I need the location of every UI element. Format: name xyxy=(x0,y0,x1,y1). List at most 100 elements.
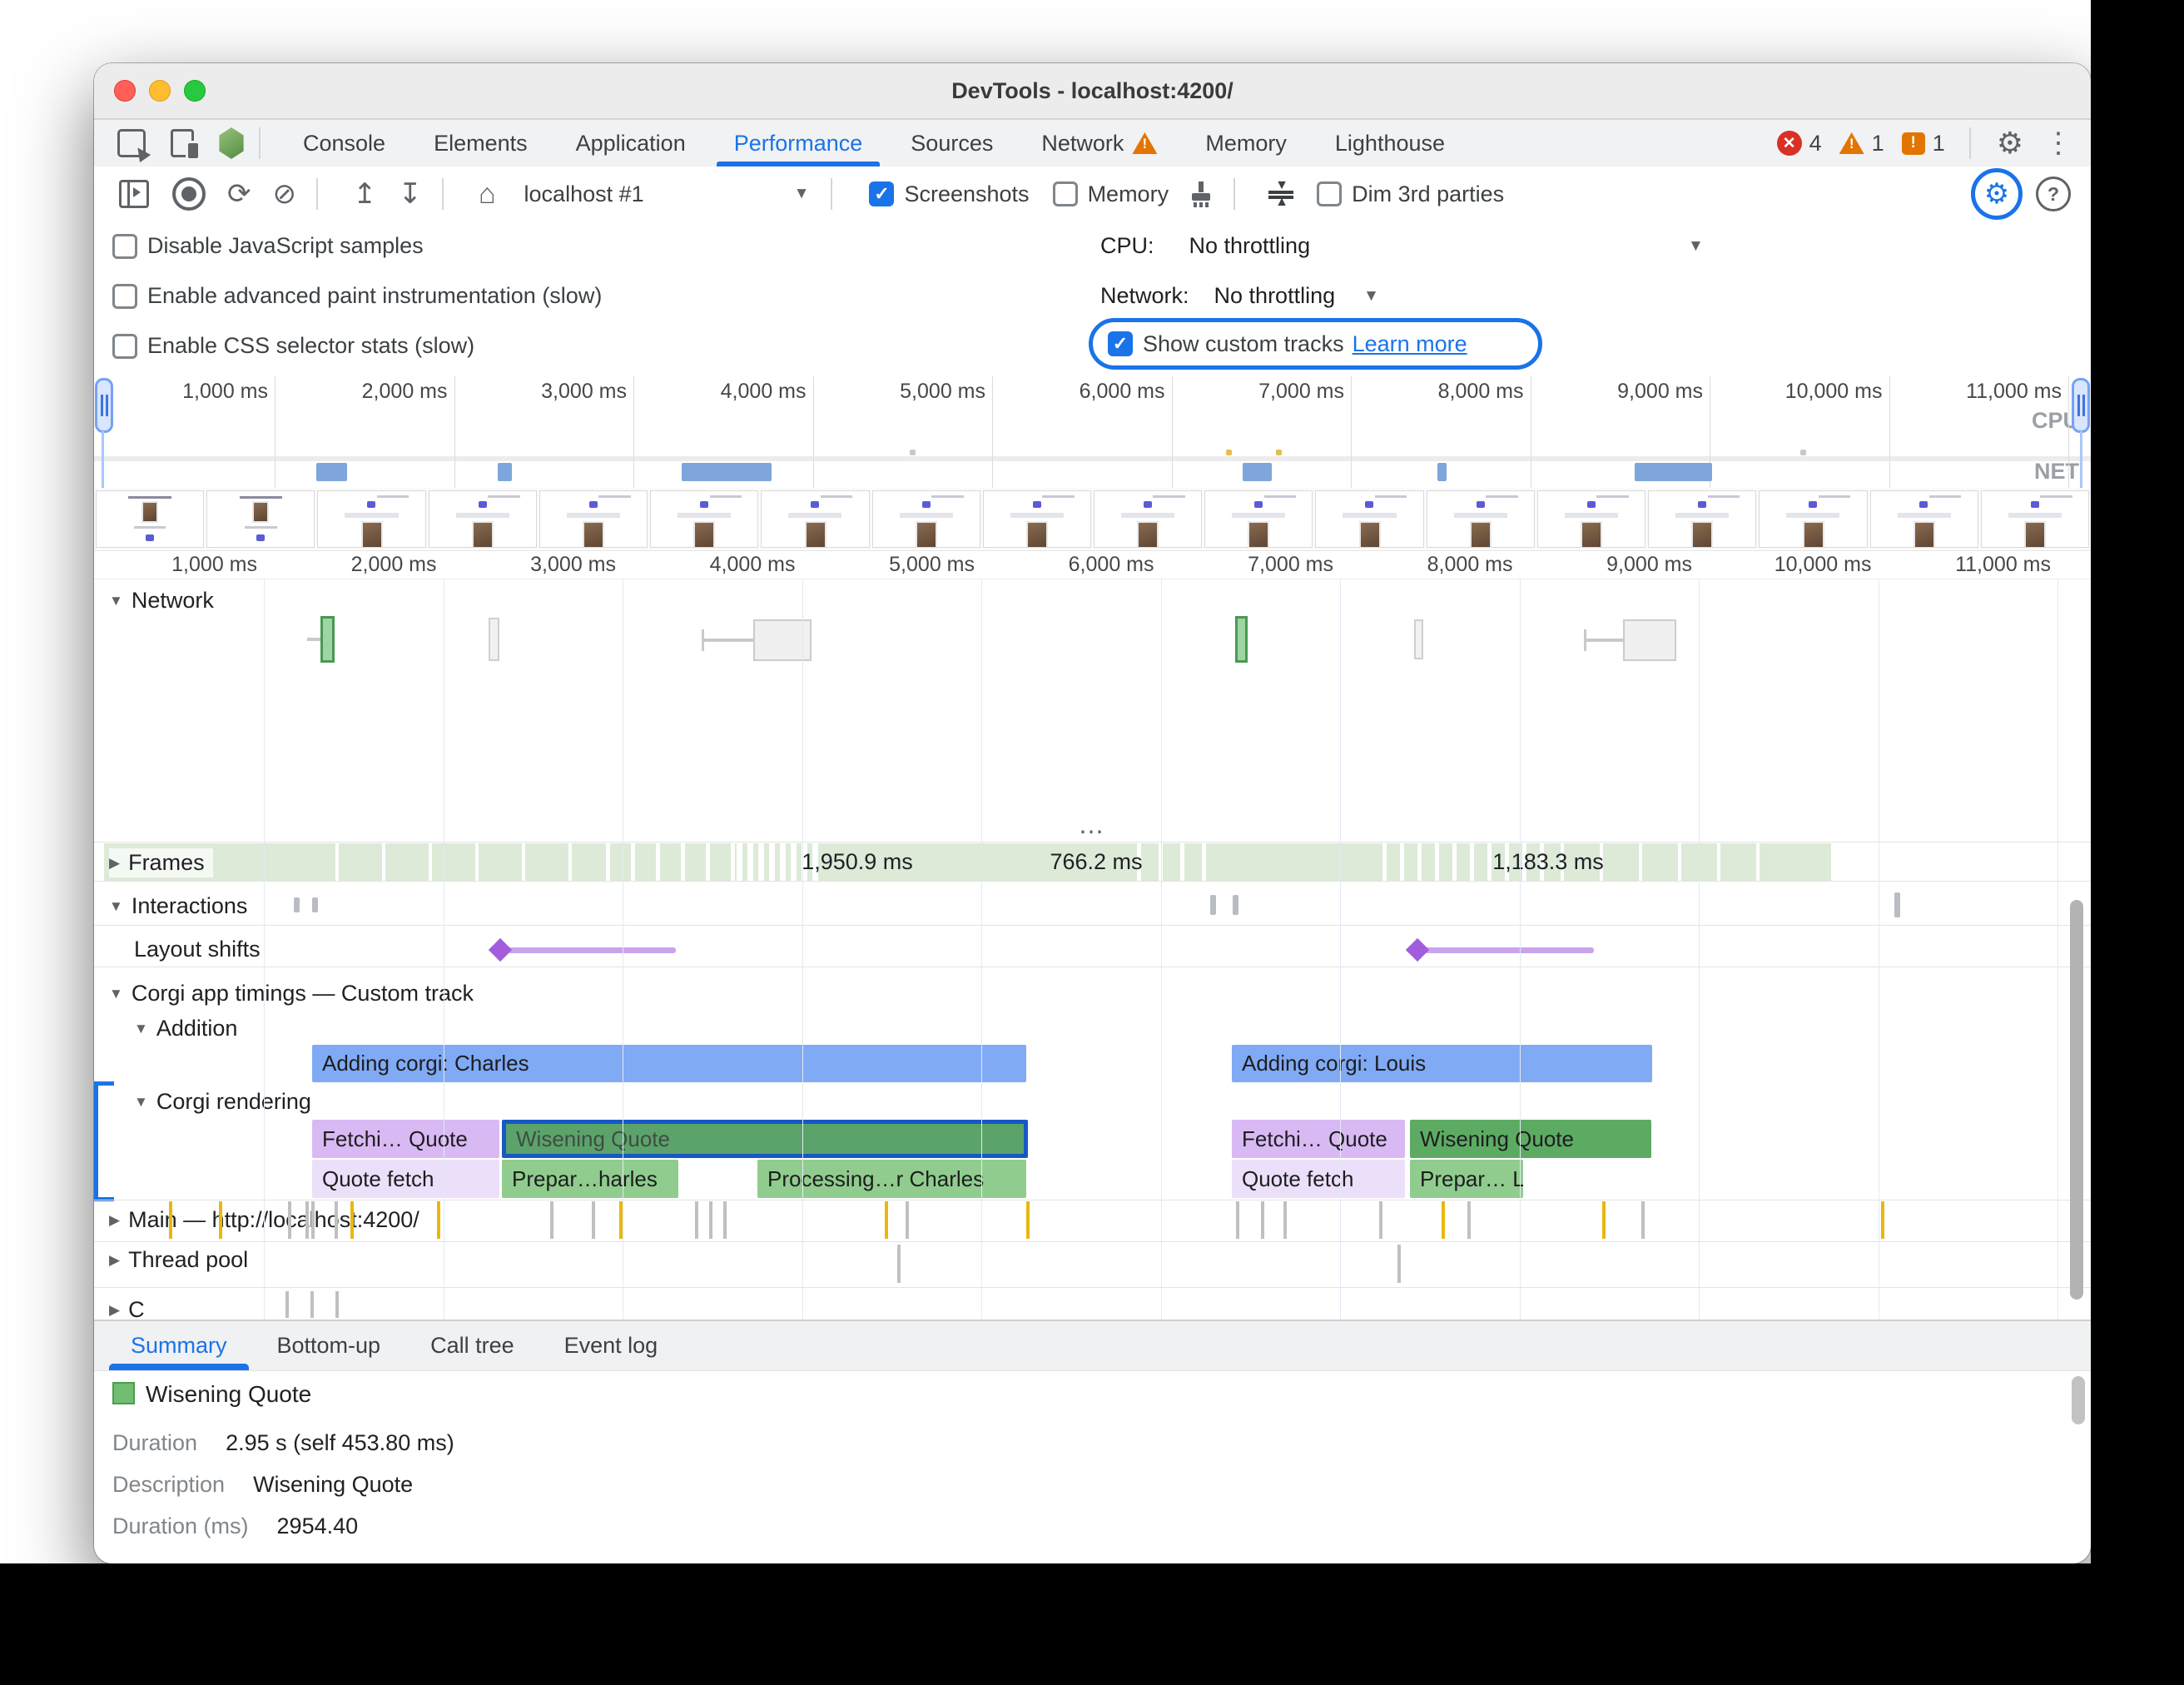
summary-scrollbar[interactable] xyxy=(2072,1376,2085,1424)
help-icon[interactable]: ? xyxy=(2036,176,2071,211)
checkbox-unchecked-icon[interactable] xyxy=(1317,181,1343,206)
warning-count-icon[interactable] xyxy=(1839,132,1864,154)
layout-shift-cluster[interactable] xyxy=(499,947,676,953)
interaction-marker[interactable] xyxy=(1894,892,1900,917)
settings-gear-icon[interactable]: ⚙ xyxy=(1996,126,2023,160)
learn-more-link[interactable]: Learn more xyxy=(1352,331,1467,356)
toggle-sidebar-icon[interactable] xyxy=(119,180,149,208)
layout-shift-diamond[interactable] xyxy=(1405,937,1430,962)
network-request[interactable] xyxy=(1235,616,1248,663)
timeline-overview[interactable]: CPU NET 1,000 ms 2,000 ms 3,000 ms 4,000 ms… xyxy=(94,376,2091,489)
tab-sources[interactable]: Sources xyxy=(886,120,1017,167)
flame-chart-scrollbar[interactable] xyxy=(2070,900,2083,1300)
filmstrip-thumbnail[interactable] xyxy=(317,490,426,548)
filmstrip-thumbnail[interactable] xyxy=(1869,490,1978,548)
timing-bar-adding-louis[interactable]: Adding corgi: Louis xyxy=(1232,1045,1652,1082)
memory-checkbox[interactable]: Memory xyxy=(1052,181,1169,207)
network-request[interactable] xyxy=(320,616,335,663)
network-throttling-select[interactable]: Network: No throttling ▼ xyxy=(1100,283,1600,309)
tab-elements[interactable]: Elements xyxy=(410,120,552,167)
timing-bar-wisening-quote[interactable]: Wisening Quote xyxy=(1410,1120,1651,1158)
dim-third-parties-checkbox[interactable]: Dim 3rd parties xyxy=(1317,181,1504,207)
interaction-marker[interactable] xyxy=(312,897,318,912)
timing-bar-preparing-charles[interactable]: Prepar…harles xyxy=(502,1160,678,1198)
flame-chart[interactable]: ▼ Network ⋯ ▶ Frames 1,950.9 xyxy=(94,579,2091,1320)
timing-bar-processing-charles[interactable]: Processing…r Charles xyxy=(757,1160,1026,1198)
filmstrip-thumbnail[interactable] xyxy=(1204,490,1313,548)
clear-recording-icon[interactable]: ⊘ xyxy=(272,178,297,210)
capture-settings-gear-button[interactable]: ⚙ xyxy=(1971,168,2023,220)
home-icon[interactable]: ⌂ xyxy=(479,178,496,210)
checkbox-unchecked-icon[interactable] xyxy=(112,333,137,359)
checkbox-unchecked-icon[interactable] xyxy=(112,283,137,309)
network-request[interactable] xyxy=(1414,619,1423,659)
pane-resize-handle[interactable]: ⋯ xyxy=(1079,818,1106,846)
download-profile-icon[interactable]: ↧ xyxy=(398,178,423,210)
thread-pool-track-header[interactable]: ▶ Thread pool xyxy=(109,1247,248,1273)
timing-bar-quote-fetch[interactable]: Quote fetch xyxy=(1232,1160,1405,1198)
tab-console[interactable]: Console xyxy=(279,120,410,167)
rendering-group-header[interactable]: ▼ Corgi rendering xyxy=(134,1089,311,1115)
custom-tracks-checkbox[interactable]: ✓ xyxy=(1108,331,1133,356)
details-tab-call-tree[interactable]: Call tree xyxy=(430,1333,514,1358)
capture-checkbox-0[interactable]: Disable JavaScript samples xyxy=(112,233,424,259)
issues-count-icon[interactable]: ! xyxy=(1901,132,1925,155)
timing-bar-preparing-louis[interactable]: Prepar… Louis xyxy=(1410,1160,1523,1198)
checkbox-checked-icon[interactable]: ✓ xyxy=(869,181,895,206)
filmstrip-thumbnail[interactable] xyxy=(1426,490,1535,548)
filmstrip-thumbnail[interactable] xyxy=(1648,490,1757,548)
filmstrip-thumbnail[interactable] xyxy=(1980,490,2089,548)
network-track-header[interactable]: ▼ Network xyxy=(109,588,214,614)
capture-checkbox-2[interactable]: Enable CSS selector stats (slow) xyxy=(112,333,474,359)
checkbox-unchecked-icon[interactable] xyxy=(112,233,137,259)
issues-count[interactable]: 1 xyxy=(1932,130,1945,156)
filmstrip-thumbnail[interactable] xyxy=(1759,490,1868,548)
network-request[interactable] xyxy=(753,619,812,661)
checkbox-unchecked-icon[interactable] xyxy=(1052,181,1078,206)
extension-hexagon-icon[interactable] xyxy=(219,127,244,159)
tab-network[interactable]: Network xyxy=(1017,120,1181,167)
device-toolbar-icon[interactable] xyxy=(171,129,198,158)
filmstrip-thumbnail[interactable] xyxy=(539,490,648,548)
network-request[interactable] xyxy=(489,618,499,661)
layout-shift-diamond[interactable] xyxy=(488,937,513,962)
screenshots-checkbox[interactable]: ✓ Screenshots xyxy=(869,181,1030,207)
reload-and-record-icon[interactable]: ⟳ xyxy=(227,178,251,210)
tab-lighthouse[interactable]: Lighthouse xyxy=(1311,120,1469,167)
clipped-track-header[interactable]: ▶ C xyxy=(109,1297,145,1320)
error-count-icon[interactable]: ✕ xyxy=(1776,131,1802,156)
network-request[interactable] xyxy=(1623,619,1676,661)
details-tab-summary[interactable]: Summary xyxy=(106,1321,252,1370)
garbage-collect-icon[interactable] xyxy=(1190,181,1212,207)
filmstrip-thumbnail[interactable] xyxy=(206,490,315,548)
overview-left-handle[interactable] xyxy=(95,378,113,433)
tab-memory[interactable]: Memory xyxy=(1181,120,1311,167)
upload-profile-icon[interactable]: ↥ xyxy=(353,178,377,210)
filmstrip-thumbnail[interactable] xyxy=(871,490,980,548)
more-options-icon[interactable]: ⋮ xyxy=(2044,127,2072,159)
tab-performance[interactable]: Performance xyxy=(710,120,887,167)
frames-track-header[interactable]: ▶ Frames xyxy=(109,848,213,877)
interactions-track-header[interactable]: ▼ Interactions xyxy=(109,893,247,919)
layout-shift-cluster[interactable] xyxy=(1417,947,1594,953)
zoom-window-button[interactable] xyxy=(184,80,206,102)
filmstrip-thumbnail[interactable] xyxy=(1315,490,1424,548)
cpu-throttling-select[interactable]: CPU: No throttling ▼ xyxy=(1100,233,1849,259)
capture-checkbox-1[interactable]: Enable advanced paint instrumentation (s… xyxy=(112,283,602,309)
interaction-marker[interactable] xyxy=(294,897,300,912)
tab-application[interactable]: Application xyxy=(552,120,710,167)
details-tab-bottom-up[interactable]: Bottom-up xyxy=(276,1333,381,1358)
custom-track-header[interactable]: ▼ Corgi app timings — Custom track xyxy=(109,981,474,1007)
details-tab-event-log[interactable]: Event log xyxy=(563,1333,658,1358)
close-window-button[interactable] xyxy=(114,80,136,102)
filmstrip-thumbnail[interactable] xyxy=(1536,490,1646,548)
filmstrip-thumbnail[interactable] xyxy=(650,490,759,548)
timing-bar-adding-charles[interactable]: Adding corgi: Charles xyxy=(312,1045,1026,1082)
filmstrip-thumbnail[interactable] xyxy=(761,490,870,548)
error-count[interactable]: 4 xyxy=(1809,130,1822,156)
filmstrip-thumbnail[interactable] xyxy=(982,490,1091,548)
frames-band[interactable] xyxy=(104,843,1831,881)
inspect-element-icon[interactable] xyxy=(117,129,146,157)
minimize-window-button[interactable] xyxy=(149,80,171,102)
timing-bar-wisening-quote-selected[interactable]: Wisening Quote xyxy=(502,1120,1028,1158)
